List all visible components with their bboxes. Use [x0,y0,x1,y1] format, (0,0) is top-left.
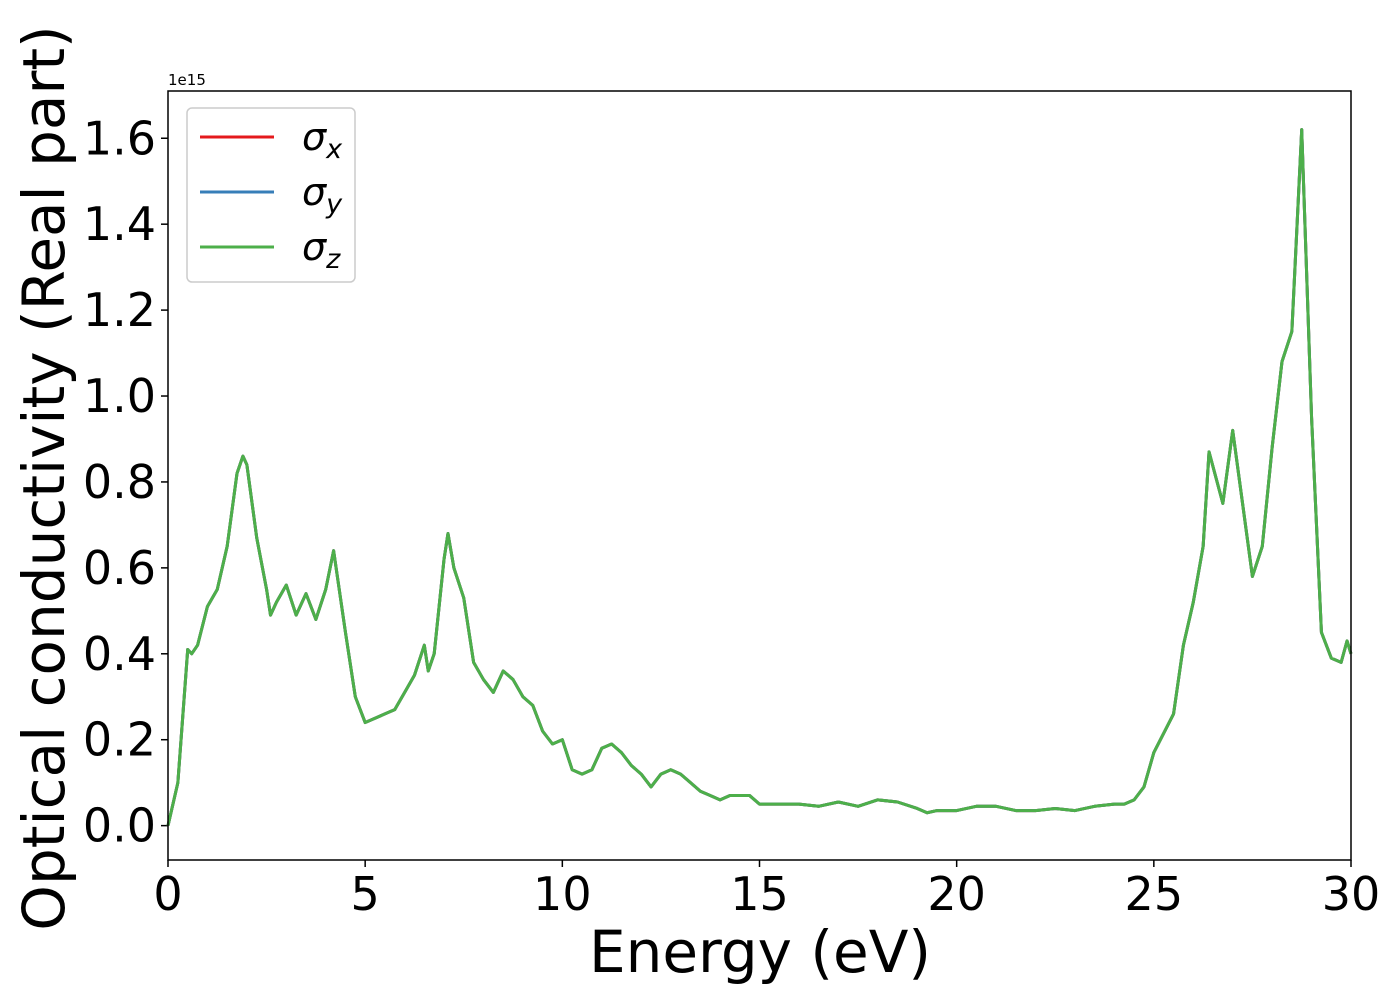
y-tick-label: 0.2 [83,713,156,767]
y-tick-label: 1.4 [83,197,156,251]
y-tick-label: 0.0 [83,799,156,853]
legend-label: σz [302,225,341,275]
y-tick-label: 0.6 [83,541,156,595]
offset-label: 1e15 [168,71,206,89]
x-tick-label: 20 [927,867,986,921]
series-line [166,128,1353,826]
x-tick-label: 10 [533,867,592,921]
y-tick-label: 1.6 [83,111,156,165]
x-axis-label: Energy (eV) [589,918,931,986]
y-tick-label: 1.2 [83,283,156,337]
y-axis-label: Optical conductivity (Real part) [10,25,78,930]
x-tick-label: 0 [153,867,182,921]
x-tick-label: 15 [730,867,789,921]
y-tick-label: 0.4 [83,627,156,681]
x-tick-label: 25 [1125,867,1184,921]
legend-label: σy [302,170,343,220]
y-tick-label: 0.8 [83,455,156,509]
y-tick-label: 1.0 [83,369,156,423]
plot-frame [167,90,1352,861]
legend-box [186,107,356,283]
legend-label: σx [302,115,343,165]
x-tick-label: 30 [1322,867,1381,921]
x-tick-label: 5 [351,867,380,921]
